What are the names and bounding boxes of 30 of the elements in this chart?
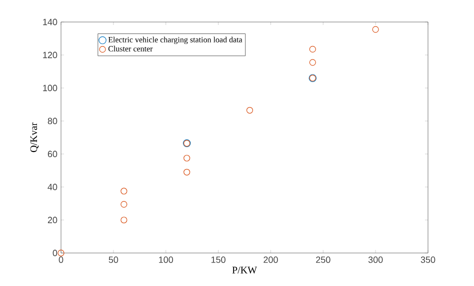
y-tick-label: 20 — [48, 216, 58, 224]
point — [246, 106, 254, 114]
y-tick-label: 0 — [52, 250, 58, 256]
y-tick-label: 40 — [48, 184, 58, 190]
x-tick-label: 150 — [211, 256, 226, 263]
point — [184, 154, 190, 162]
x-tick-label: 100 — [159, 256, 174, 263]
y-tick-label: 60 — [48, 150, 58, 158]
x-tick-label: 200 — [264, 256, 278, 263]
x-tick-label: 50 — [108, 256, 118, 263]
y-tick-label: 140 — [43, 18, 58, 26]
x-tick-label: 350 — [420, 256, 436, 263]
point — [372, 26, 379, 33]
point — [184, 168, 190, 176]
x-tick-label: 300 — [368, 256, 383, 263]
point — [120, 188, 128, 194]
point — [58, 250, 64, 256]
point — [309, 46, 316, 53]
x-axis-title: P/KW — [232, 266, 257, 274]
legend-label: Electric vehicle charging station load data — [108, 36, 242, 44]
y-axis-title: Q/Kvar — [30, 122, 39, 152]
x-tick-label: 0 — [58, 256, 64, 263]
point — [309, 59, 316, 66]
y-tick-label: 120 — [43, 52, 58, 58]
x-tick-label: 250 — [316, 256, 330, 263]
point — [120, 201, 128, 208]
legend-label: Cluster center — [108, 46, 153, 52]
point — [120, 216, 128, 224]
y-tick-label: 100 — [43, 84, 58, 92]
y-tick-label: 80 — [48, 118, 58, 124]
